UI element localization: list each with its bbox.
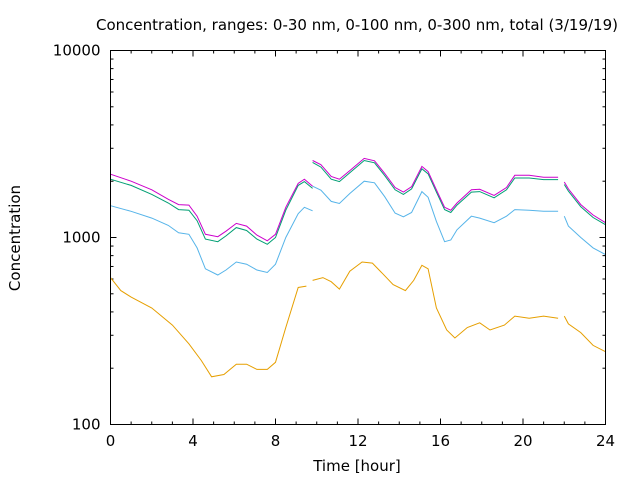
y-tick-label: 10000 xyxy=(53,42,101,60)
plot-area xyxy=(110,157,606,378)
series-line xyxy=(110,173,313,242)
x-tick-label: 16 xyxy=(431,432,450,450)
axis-ticks: 0 4 8 12 16 20 24 100 1000 10000 xyxy=(53,42,615,451)
series-line xyxy=(312,159,559,214)
series-line xyxy=(563,315,606,353)
x-tick-label: 0 xyxy=(106,432,116,450)
x-tick-label: 8 xyxy=(271,432,281,450)
x-tick-label: 24 xyxy=(596,432,615,450)
series-line xyxy=(312,261,559,339)
y-axis-label: Concentration xyxy=(6,185,24,291)
series-line xyxy=(110,277,307,378)
series-line xyxy=(110,205,313,276)
series-line xyxy=(110,178,313,245)
series-line xyxy=(563,216,606,256)
series-line xyxy=(563,184,606,226)
chart-title: Concentration, ranges: 0-30 nm, 0-100 nm… xyxy=(96,16,618,34)
y-tick-label: 100 xyxy=(72,416,101,434)
x-tick-label: 4 xyxy=(188,432,198,450)
y-tick-label: 1000 xyxy=(62,229,100,247)
x-tick-label: 20 xyxy=(513,432,532,450)
plot-frame xyxy=(110,50,606,425)
series-line xyxy=(312,157,559,211)
x-tick-label: 12 xyxy=(348,432,367,450)
x-axis-label: Time [hour] xyxy=(312,457,401,475)
series-line xyxy=(312,180,559,243)
series-line xyxy=(563,181,606,224)
